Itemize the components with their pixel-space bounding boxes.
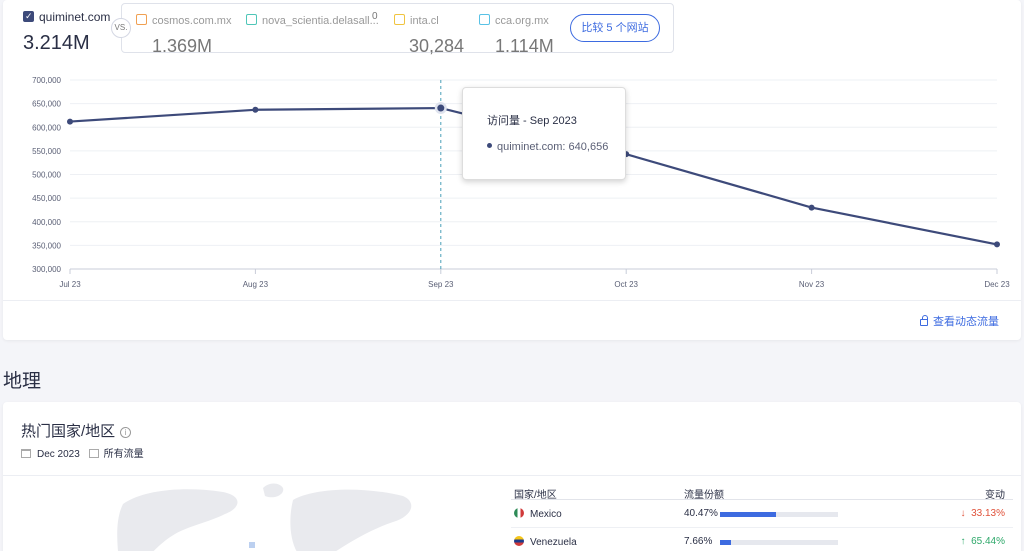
x-tick-label: Jul 23 — [59, 280, 81, 289]
change-cell: ↑ 65.44% — [960, 536, 1005, 547]
header-change: 变动 — [985, 490, 1005, 501]
competitor-1-value: 1.369M — [152, 36, 213, 56]
main-site-name: quiminet.com — [39, 10, 111, 24]
geo-meta: Dec 2023 所有流量 — [21, 445, 144, 460]
share-value: 40.47% — [684, 508, 718, 519]
compare-box: cosmos.com.mx 1.369M nova_scientia.delas… — [121, 3, 674, 56]
geo-card: 热门国家/地区 i Dec 2023 所有流量 国家/地区 流量份额 变动 Mex… — [3, 402, 1021, 551]
geo-section-heading: 地理 — [3, 371, 42, 392]
geo-card-title: 热门国家/地区 i — [21, 420, 132, 441]
change-value: 33.13% — [971, 508, 1005, 519]
competitor-2-name: nova_scientia.delasall... — [262, 15, 379, 27]
competitor-3-name: inta.cl — [410, 15, 439, 27]
y-tick-label: 500,000 — [32, 171, 61, 180]
country-name: Mexico — [530, 509, 562, 520]
table-row[interactable]: Mexico 40.47% ↓ 33.13% — [511, 500, 1013, 528]
geo-divider — [3, 475, 1021, 476]
x-tick-label: Nov 23 — [799, 280, 825, 289]
data-point[interactable] — [67, 118, 73, 125]
y-tick-label: 600,000 — [32, 123, 61, 132]
competitor-4-value: 1.114M — [495, 36, 554, 56]
competitor-1-name: cosmos.com.mx — [152, 15, 232, 27]
share-value: 7.66% — [684, 536, 713, 547]
data-point[interactable] — [994, 241, 1000, 248]
share-bar — [720, 512, 838, 517]
divider — [3, 300, 1021, 301]
data-point[interactable] — [252, 106, 259, 113]
traffic-type-icon — [88, 449, 99, 458]
world-map[interactable] — [113, 482, 423, 551]
info-icon[interactable]: i — [120, 427, 132, 438]
y-tick-label: 700,000 — [32, 76, 61, 85]
change-cell: ↓ 33.13% — [960, 508, 1005, 519]
share-bar — [720, 540, 838, 545]
competitor-1-checkbox[interactable] — [136, 14, 147, 25]
tooltip-row: quiminet.com: 640,656 — [487, 141, 625, 153]
x-tick-label: Aug 23 — [243, 280, 269, 289]
traffic-card: quiminet.com 3.214M cosmos.com.mx 1.369M… — [3, 0, 1021, 340]
country-table: 国家/地区 流量份额 变动 Mexico 40.47% ↓ 33.13% Ven… — [511, 480, 1013, 551]
geo-date: Dec 2023 — [37, 449, 80, 460]
competitor-2-checkbox[interactable] — [246, 14, 257, 25]
chart-tooltip: 访问量 - Sep 2023 quiminet.com: 640,656 — [462, 87, 626, 180]
tooltip-value: 640,656 — [568, 141, 609, 153]
y-tick-label: 350,000 — [32, 241, 61, 250]
competitor-3-checkbox[interactable] — [394, 14, 405, 25]
competitor-2-count: 0 — [372, 11, 378, 22]
tooltip-title: 访问量 - Sep 2023 — [487, 115, 577, 127]
vs-badge: VS. — [111, 18, 131, 38]
competitor-3-value: 30,284 — [409, 36, 465, 56]
y-tick-label: 650,000 — [32, 100, 61, 109]
calendar-icon — [21, 449, 31, 458]
country-cell[interactable]: Venezuela — [514, 536, 577, 548]
geo-traffic-type: 所有流量 — [103, 449, 144, 460]
share-bar-fill — [720, 512, 776, 517]
data-point[interactable] — [437, 104, 445, 112]
geo-card-title-text: 热门国家/地区 — [21, 423, 116, 440]
y-tick-label: 450,000 — [32, 194, 61, 203]
x-tick-label: Oct 23 — [614, 280, 638, 289]
dynamic-traffic-label: 查看动态流量 — [933, 316, 999, 328]
country-name: Venezuela — [530, 537, 577, 548]
y-tick-label: 300,000 — [32, 265, 61, 274]
competitor-4-name: cca.org.mx — [495, 15, 549, 27]
competitor-2[interactable]: nova_scientia.delasall... — [246, 11, 379, 29]
venezuela-flag-icon — [514, 536, 524, 546]
mexico-flag-icon — [514, 508, 524, 518]
y-tick-label: 400,000 — [32, 218, 61, 227]
change-value: 65.44% — [971, 536, 1005, 547]
dynamic-traffic-link[interactable]: 查看动态流量 — [920, 313, 999, 329]
header-share: 流量份额 — [684, 490, 724, 501]
x-tick-label: Dec 23 — [984, 280, 1010, 289]
lock-icon — [920, 315, 928, 326]
main-site-value: 3.214M — [23, 32, 90, 54]
competitor-4-checkbox[interactable] — [479, 14, 490, 25]
country-cell[interactable]: Mexico — [514, 508, 562, 520]
table-row[interactable]: Venezuela 7.66% ↑ 65.44% — [511, 528, 1013, 551]
table-header: 国家/地区 流量份额 变动 — [511, 480, 1013, 501]
competitor-1[interactable]: cosmos.com.mx 1.369M — [136, 11, 231, 57]
competitor-3[interactable]: inta.cl 30,284 — [394, 11, 464, 57]
y-tick-label: 550,000 — [32, 147, 61, 156]
main-site[interactable]: quiminet.com 3.214M — [23, 8, 110, 55]
tooltip-series: quiminet.com — [497, 141, 563, 153]
series-dot-icon — [487, 143, 492, 148]
compare-sites-button[interactable]: 比较 5 个网站 — [570, 14, 660, 42]
traffic-line-chart[interactable]: 700,000 650,000 600,000 550,000 500,000 450,0… — [3, 70, 1021, 295]
x-tick-label: Sep 23 — [428, 280, 454, 289]
data-point[interactable] — [808, 204, 815, 211]
competitor-4[interactable]: cca.org.mx 1.114M — [479, 11, 554, 57]
share-bar-fill — [720, 540, 731, 545]
main-site-checkbox[interactable] — [23, 11, 34, 22]
header-country: 国家/地区 — [514, 490, 557, 501]
